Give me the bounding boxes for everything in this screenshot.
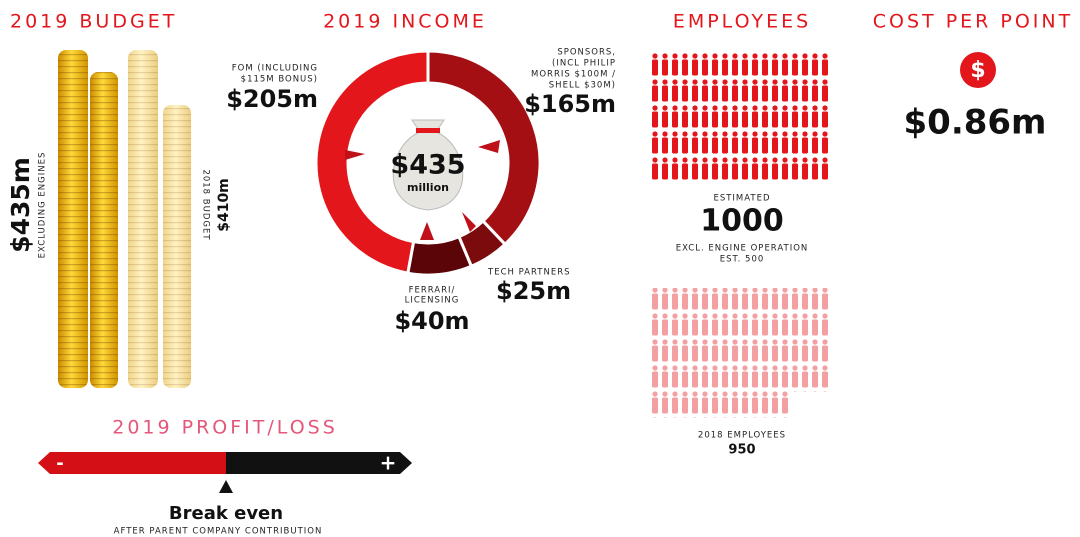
dollar-icon-symbol: $ (970, 58, 985, 83)
loss-bar (38, 452, 226, 474)
income-value-label: $25m (496, 277, 571, 305)
donut-segment (406, 234, 474, 277)
employees-note-2: EST. 500 (720, 255, 765, 265)
previous-employee-icons-last-row (652, 392, 792, 418)
break-even-marker (219, 480, 233, 493)
previous-employees-count: 950 (728, 443, 755, 458)
employees-note-1: EXCL. ENGINE OPERATION (676, 244, 809, 254)
employee-icons (652, 50, 832, 180)
income-category: SHELL $30M) (549, 81, 616, 91)
income-category: TECH PARTNERS (487, 268, 571, 278)
estimated-count: 1000 (700, 204, 784, 239)
previous-employee-icons (652, 288, 832, 392)
previous-budget-label: 2018 BUDGET (201, 169, 211, 240)
previous-employees-label: 2018 EMPLOYEES (698, 431, 786, 441)
income-labels: FOM (INCLUDING$115M BONUS)$205m SPONSORS,… (226, 48, 616, 336)
profit-bar (226, 452, 412, 474)
income-value-label: $40m (394, 307, 469, 335)
estimated-label: ESTIMATED (713, 194, 770, 204)
cost-amount: $0.86m (904, 103, 1047, 143)
minus-sign: - (56, 453, 63, 474)
income-category: FERRARI/ (409, 286, 456, 296)
profit-title: 2019 PROFIT/LOSS (112, 417, 338, 439)
budget-amount: $435m (6, 157, 35, 253)
income-value-label: $205m (226, 85, 318, 113)
employees-title: EMPLOYEES (673, 11, 811, 33)
income-value-label: $165m (524, 90, 616, 118)
income-title: 2019 INCOME (323, 11, 487, 33)
profit-note: AFTER PARENT COMPANY CONTRIBUTION (114, 527, 323, 537)
income-category: FOM (INCLUDING (232, 64, 318, 74)
plus-sign: + (380, 451, 397, 475)
budget-title: 2019 BUDGET (10, 11, 177, 33)
income-center-value: $435 (390, 150, 465, 181)
income-category: $115M BONUS) (241, 75, 318, 85)
profit-result: Break even (169, 503, 283, 524)
income-category: MORRIS $100M / (531, 70, 616, 80)
previous-budget-amount: $410m (216, 178, 232, 232)
donut-segment (314, 49, 430, 275)
donut-segment (426, 49, 542, 247)
dollar-icon (960, 52, 996, 88)
arrows (345, 140, 500, 240)
budget-note: EXCLUDING ENGINES (38, 152, 48, 259)
donut (314, 49, 542, 277)
money-bag (392, 119, 464, 211)
income-category: SPONSORS, (557, 48, 616, 58)
coin-stacks (58, 50, 191, 388)
income-category: LICENSING (405, 296, 460, 306)
income-center-unit: million (407, 181, 449, 194)
cost-title: COST PER POINT (873, 11, 1073, 33)
income-category: (INCL PHILIP (552, 59, 616, 69)
